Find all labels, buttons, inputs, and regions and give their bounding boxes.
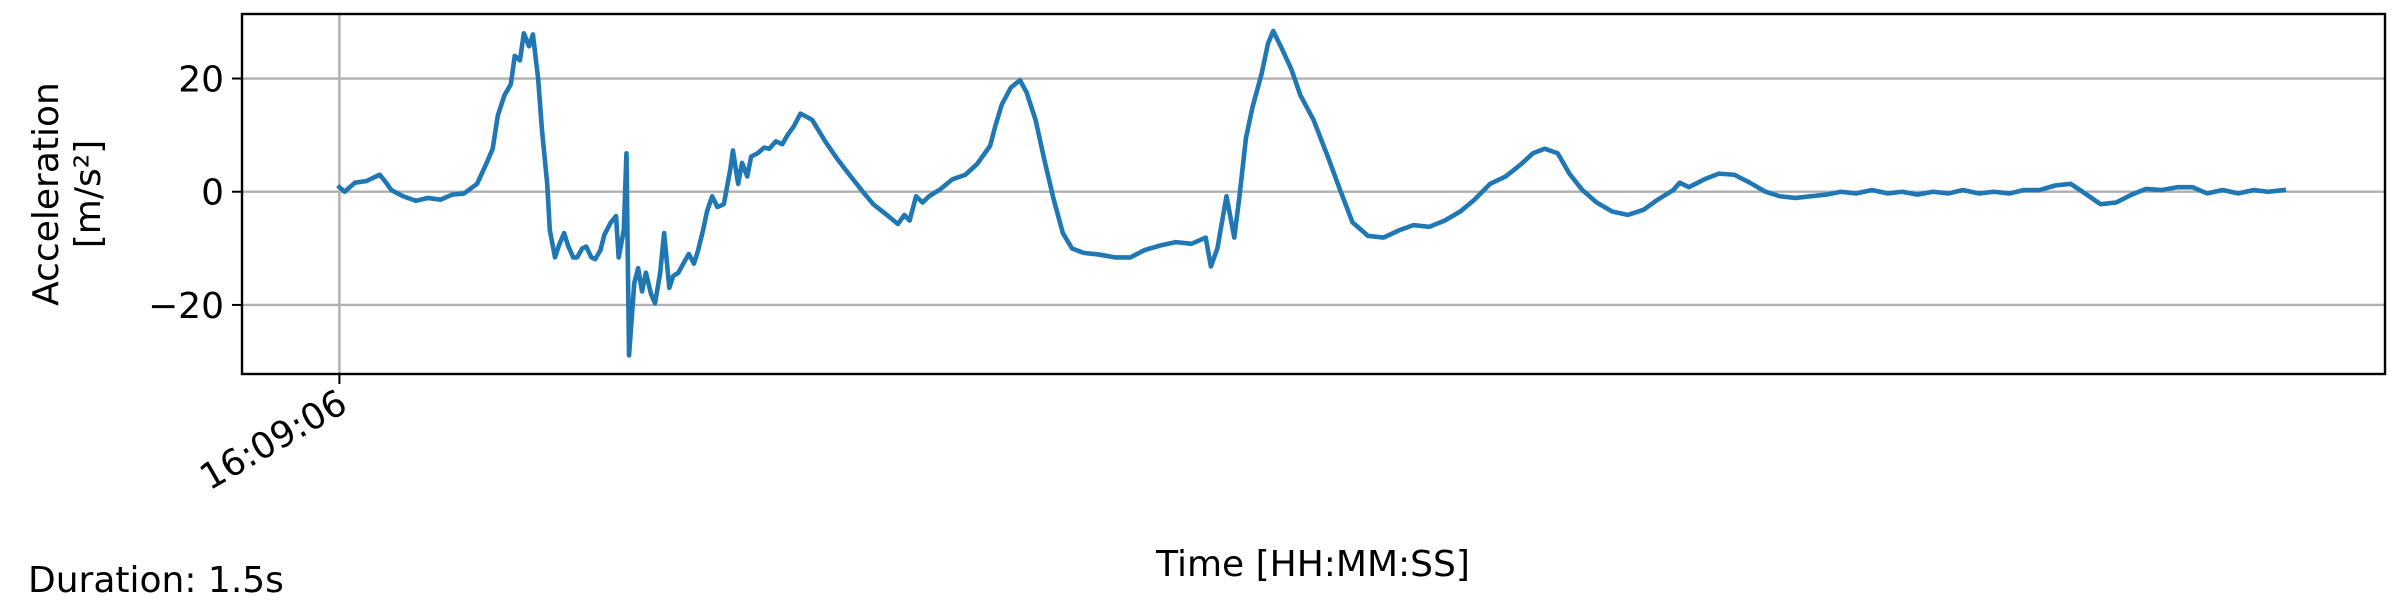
y-axis-label: [m/s²] [68,140,109,248]
y-tick-label: 0 [201,173,224,214]
data-line [336,28,2287,358]
x-tick-label: 16:09:06 [193,382,354,498]
x-axis-label: Time [HH:MM:SS] [1155,544,1470,585]
y-tick-label: −20 [148,286,224,327]
y-axis-label: Acceleration [26,82,67,306]
plot-frame [240,12,2387,376]
annotation: Duration: 1.5s [28,560,284,600]
y-tick-label: 20 [178,60,224,101]
